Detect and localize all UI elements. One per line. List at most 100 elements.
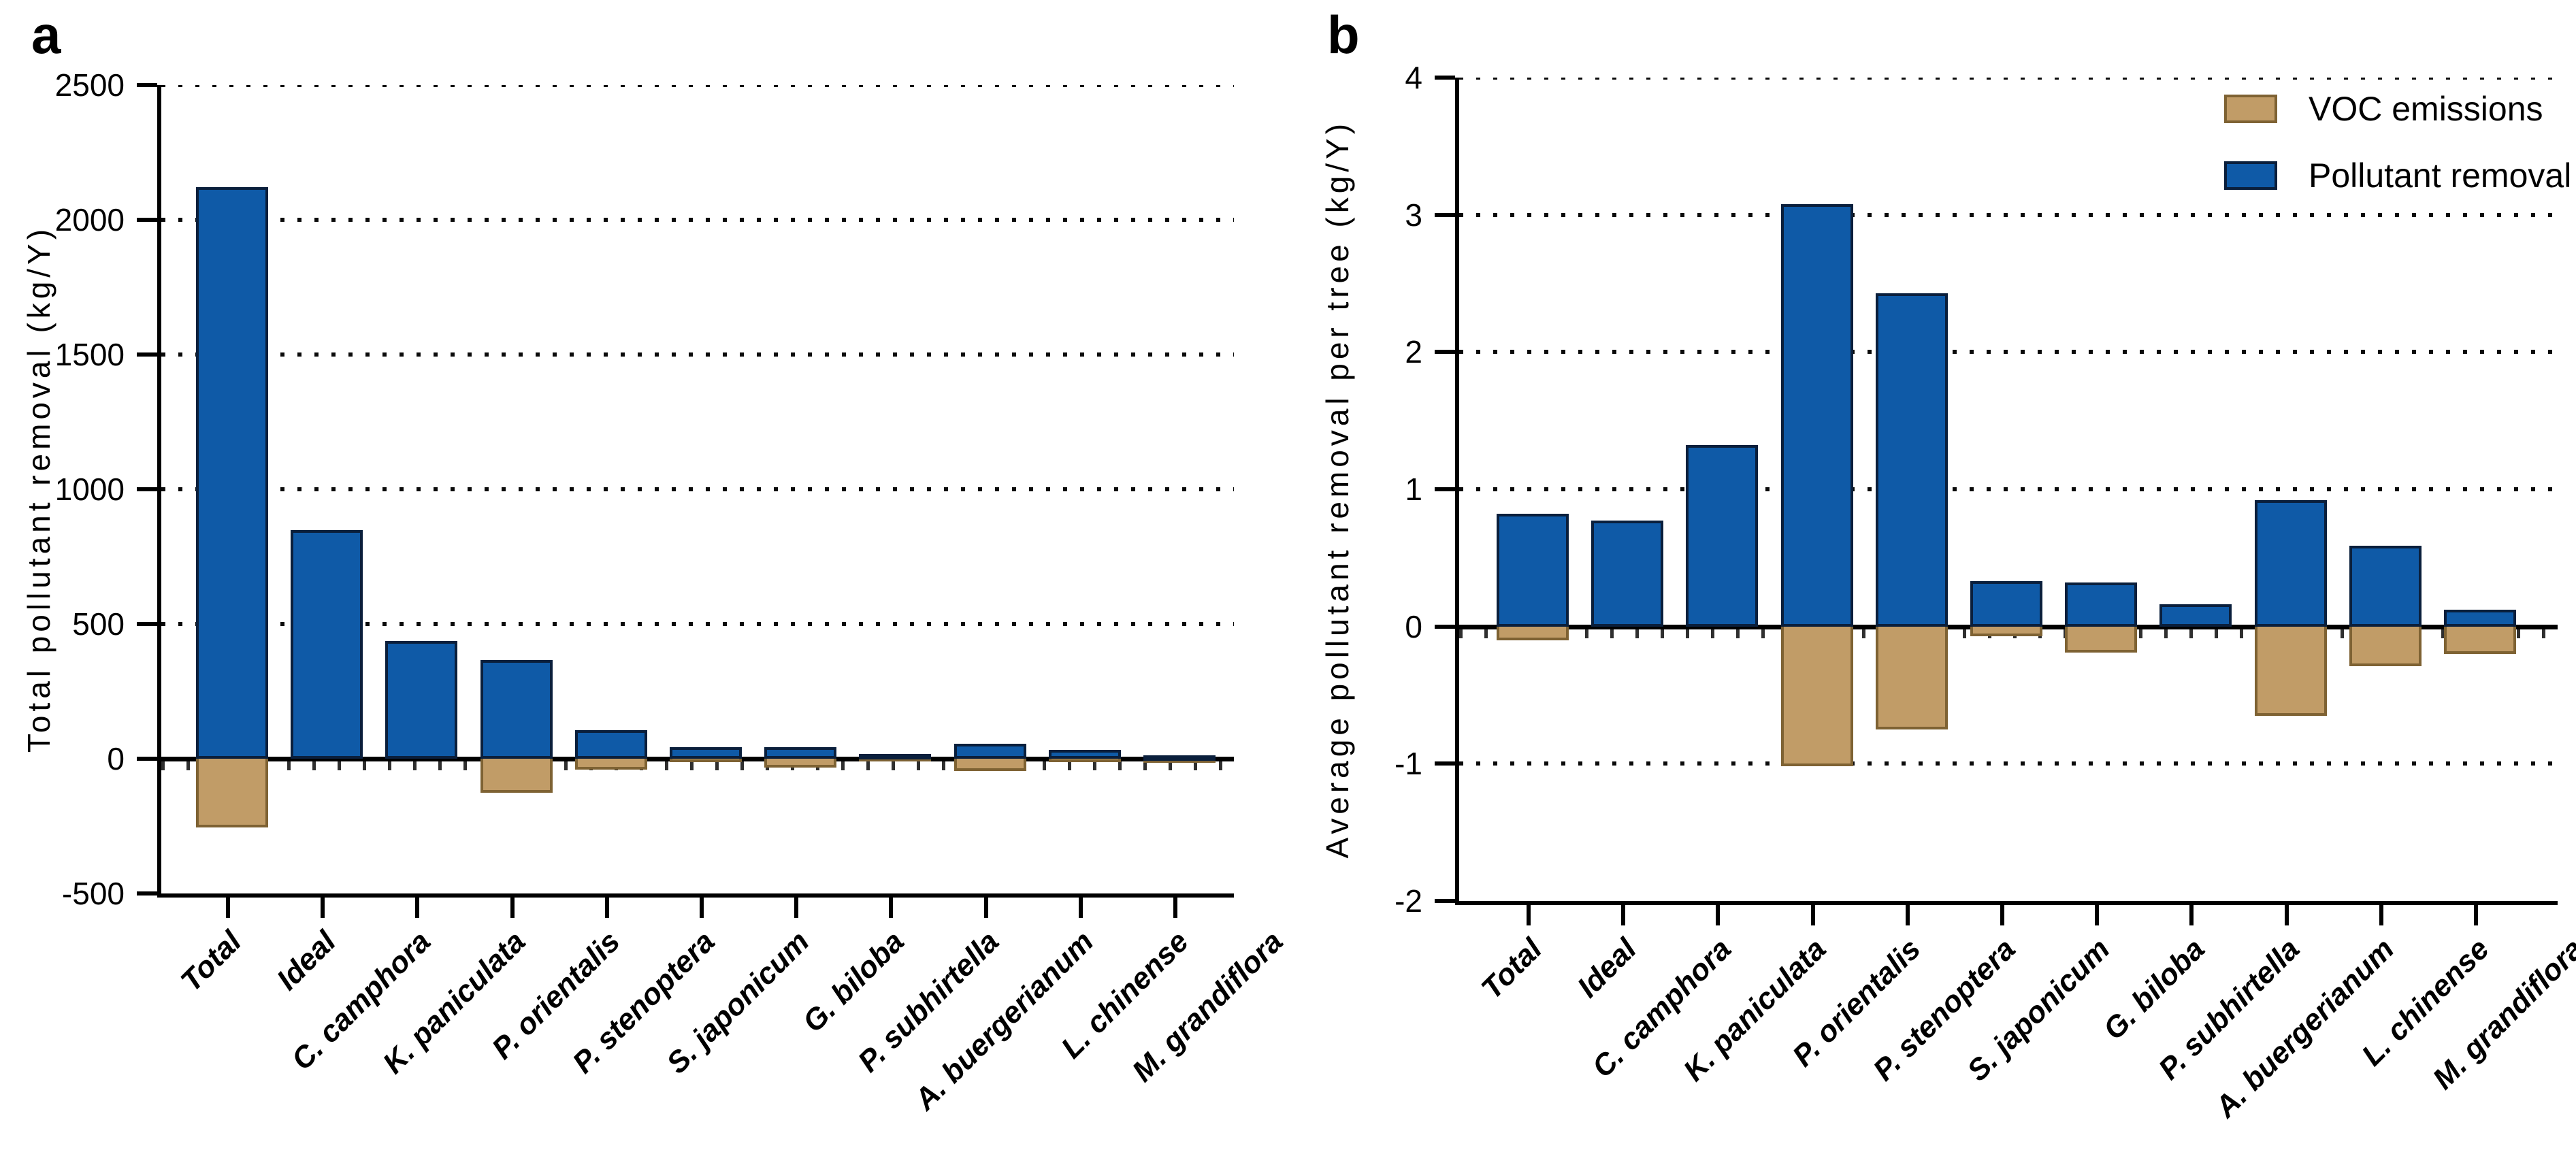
y-tick-1 xyxy=(1435,487,1455,491)
bar-removal-P. subhirtella xyxy=(2254,500,2327,627)
bar-voc-K. paniculata xyxy=(480,759,553,793)
y-tick-label-2500: 2500 xyxy=(54,67,125,103)
bar-removal-K. paniculata xyxy=(1780,203,1853,627)
x-tick-Ideal xyxy=(321,898,325,918)
panel-b-plot-area xyxy=(1455,78,2558,905)
bar-removal-G. biloba xyxy=(859,753,932,759)
bar-removal-P. subhirtella xyxy=(953,743,1026,759)
x-tick-G. biloba xyxy=(2189,905,2194,925)
x-tick-P. subhirtella xyxy=(2284,905,2289,925)
x-tick-Total xyxy=(1527,905,1531,925)
x-label-A. buergerianum: A. buergerianum xyxy=(2208,932,2401,1124)
gridline-500 xyxy=(161,622,1234,626)
x-label-Ideal: Ideal xyxy=(1571,932,1643,1004)
y-tick-0 xyxy=(137,757,157,761)
panel-a-letter: a xyxy=(31,5,61,65)
x-label-strip: Total Ideal C. camphora K. paniculata P. ori… xyxy=(157,925,1290,1143)
y-tick-4 xyxy=(1435,76,1455,80)
y-tick-label-1500: 1500 xyxy=(54,337,125,372)
bar-removal-S. japonicum xyxy=(764,747,837,759)
x-tick-K. paniculata xyxy=(510,898,515,918)
bar-voc-P. orientalis xyxy=(574,759,647,770)
y-tick-label--1: -1 xyxy=(1395,746,1422,782)
legend-swatch-voc xyxy=(2224,95,2277,123)
bar-removal-A. buergerianum xyxy=(2349,545,2422,627)
x-tick-G. biloba xyxy=(889,898,894,918)
y-tick-label-1: 1 xyxy=(1405,472,1422,507)
y-tick-0 xyxy=(1435,624,1455,629)
gridline-1 xyxy=(1459,487,2558,491)
bar-voc-Total xyxy=(1497,626,1569,640)
bar-removal-G. biloba xyxy=(2159,604,2232,627)
bar-removal-P. stenoptera xyxy=(670,747,742,759)
y-tick-label--500: -500 xyxy=(61,876,125,911)
y-tick-3 xyxy=(1435,212,1455,217)
bar-removal-Ideal xyxy=(1591,521,1664,627)
bar-voc-L. chinense xyxy=(2444,626,2516,654)
x-tick-P. subhirtella xyxy=(983,898,988,918)
bar-removal-P. orientalis xyxy=(574,730,647,759)
y-tick-2000 xyxy=(137,218,157,222)
bar-removal-A. buergerianum xyxy=(1048,750,1121,759)
bar-removal-C. camphora xyxy=(385,640,458,759)
y-tick-label-2000: 2000 xyxy=(54,202,125,237)
panel-b-letter: b xyxy=(1327,5,1360,65)
bar-voc-A. buergerianum xyxy=(2349,626,2422,667)
bar-voc-P. orientalis xyxy=(1875,626,1948,729)
bar-removal-P. orientalis xyxy=(1875,293,1948,627)
bar-voc-Total xyxy=(196,759,268,827)
x-tick-A. buergerianum xyxy=(2379,905,2383,925)
x-tick-strip xyxy=(157,898,1230,919)
bar-voc-P. subhirtella xyxy=(953,759,1026,771)
x-label-A. buergerianum: A. buergerianum xyxy=(908,925,1100,1117)
x-tick-S. japonicum xyxy=(2095,905,2100,925)
x-label-strip: Total Ideal C. camphora K. paniculata P. ori… xyxy=(1455,932,2576,1150)
gridline-1500 xyxy=(161,352,1234,357)
bar-removal-Total xyxy=(1497,514,1569,627)
y-tick-label-3: 3 xyxy=(1405,197,1422,233)
bar-removal-Total xyxy=(196,187,268,759)
gridline-4 xyxy=(1459,78,2558,80)
zero-line-minor-ticks xyxy=(161,761,1234,770)
bar-removal-Ideal xyxy=(291,530,363,759)
bar-voc-P. stenoptera xyxy=(670,759,742,762)
bar-voc-K. paniculata xyxy=(1780,626,1853,767)
gridline-2000 xyxy=(161,218,1234,222)
y-tick-label-0: 0 xyxy=(107,741,125,776)
gridline-3 xyxy=(1459,212,2558,217)
x-tick-Total xyxy=(226,898,230,918)
bar-removal-L. chinense xyxy=(2444,610,2516,627)
bar-voc-S. japonicum xyxy=(2065,626,2138,653)
y-tick--500 xyxy=(137,891,157,896)
y-tick-label-1000: 1000 xyxy=(54,472,125,507)
gridline--1 xyxy=(1459,761,2558,766)
gridline-1000 xyxy=(161,487,1234,491)
x-tick-P. orientalis xyxy=(604,898,609,918)
panel-a-plot-area xyxy=(157,85,1234,898)
y-tick-2 xyxy=(1435,350,1455,355)
x-label-Total: Total xyxy=(174,925,248,998)
x-label-Total: Total xyxy=(1474,932,1548,1006)
x-tick-P. stenoptera xyxy=(700,898,704,918)
x-tick-C. camphora xyxy=(415,898,420,918)
y-tick-label--2: -2 xyxy=(1395,883,1422,919)
legend-swatch-removal xyxy=(2224,161,2277,190)
bar-voc-S. japonicum xyxy=(764,759,837,768)
legend-label-voc: VOC emissions xyxy=(2309,90,2543,128)
x-tick-Ideal xyxy=(1621,905,1626,925)
bar-removal-K. paniculata xyxy=(480,660,553,759)
x-tick-S. japonicum xyxy=(794,898,799,918)
bar-voc-P. stenoptera xyxy=(1970,626,2042,636)
y-tick--2 xyxy=(1435,899,1455,903)
y-tick-2500 xyxy=(137,83,157,87)
x-tick-L. chinense xyxy=(1173,898,1177,918)
gridline-2500 xyxy=(161,85,1234,87)
x-tick-L. chinense xyxy=(2474,905,2478,925)
bar-removal-C. camphora xyxy=(1686,445,1759,627)
bar-removal-P. stenoptera xyxy=(1970,581,2042,627)
y-tick-1000 xyxy=(137,487,157,491)
x-tick-K. paniculata xyxy=(1810,905,1815,925)
gridline-2 xyxy=(1459,350,2558,355)
x-tick-strip xyxy=(1455,905,2554,927)
